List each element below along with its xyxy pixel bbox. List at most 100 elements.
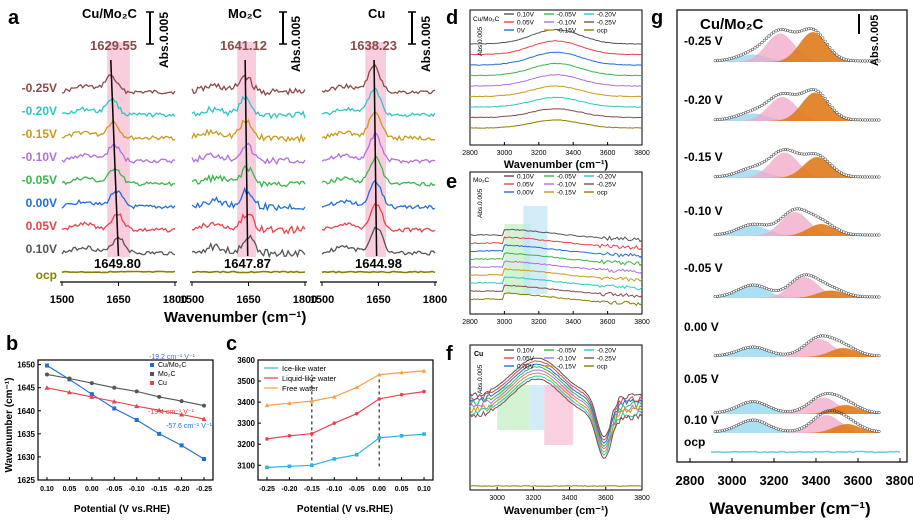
panel-b-point (89, 392, 94, 397)
panel-g-data-point (788, 282, 792, 286)
panel-g-data-point (868, 295, 872, 299)
panel-g-data-point (856, 404, 860, 408)
panel-g-data-point (825, 221, 830, 225)
panel-g-tick-label: 3800 (886, 473, 913, 488)
panel-g-data-point (795, 349, 799, 353)
panel-g-data-point (840, 114, 844, 118)
panel-b-frame (37, 359, 214, 481)
panel-a-spectrum--0.20V (321, 87, 436, 118)
panel-g-data-point (760, 103, 764, 107)
panel-c-point (399, 392, 404, 397)
panel-c: c -0.25 -0.20 -0.15 -0.10 -0.05 0.00 0.05 0.10 3… (226, 333, 434, 515)
panel-g-data-point (758, 42, 762, 46)
panel-g-data-point (809, 88, 813, 92)
panel-g-data-point (786, 429, 790, 433)
panel-e-legend-label: 0.05V (517, 182, 535, 189)
panel-b-legend-marker (150, 381, 154, 385)
panel-b-xtick-label: -0.25 (196, 486, 212, 493)
panel-g-data-point (769, 97, 773, 101)
panel-f-legend-label: -0.15V (557, 364, 577, 371)
panel-b-point (134, 403, 140, 409)
panel-g-component-ice-like (711, 402, 879, 414)
panel-a-spectrum-ocp (321, 270, 436, 274)
panel-c-legend-label: Liquid-like water (282, 374, 337, 383)
panel-g-data-point (828, 162, 832, 166)
panel-a-spectrum--0.05V (191, 165, 306, 189)
panel-g-data-point (830, 224, 834, 228)
panel-g-xlabel: Wavenumber (cm⁻¹) (709, 499, 870, 518)
panel-g-title: Cu/Mo₂C (700, 16, 763, 33)
panel-g-data-point (877, 295, 881, 299)
panel-g-data-point (811, 27, 816, 31)
panel-b-ytick-label: 1635 (17, 430, 35, 439)
panel-g-data-point (856, 118, 860, 122)
panel-g-data-point (851, 402, 855, 406)
panel-g-data-point (856, 233, 860, 237)
panel-c-point (354, 385, 360, 390)
panel-a-peak-trace (373, 59, 378, 257)
panel-g-data-point (753, 222, 757, 226)
panel-f-spectrum (469, 372, 643, 453)
panel-g-data-point (816, 414, 820, 418)
panel-e-tick-label: 3800 (634, 319, 650, 326)
panel-a-spectrum-ocp (61, 270, 176, 274)
panel-c-point (287, 464, 292, 469)
panel-g-data-point (823, 281, 827, 285)
panel-g-data-point (793, 30, 797, 34)
panel-g-data-point (870, 59, 874, 63)
panel-b-line-0 (46, 365, 205, 460)
panel-g-tick-label: 3200 (760, 473, 789, 488)
panel-e-legend-label: -0.10V (557, 182, 577, 189)
panel-g-data-point (825, 391, 830, 396)
panel-b-xtick-label: -0.10 (129, 486, 145, 493)
panel-g-data-point (858, 175, 862, 179)
panel-g-data-point (861, 118, 865, 122)
panel-g-potential-label: 0.00 V (684, 320, 719, 334)
panel-g-component-ice-like (711, 348, 879, 357)
panel-f-tick-label: 3400 (562, 495, 578, 502)
panel-g-data-point (851, 59, 855, 63)
panel-a-tick-label: 1800 (423, 294, 447, 306)
panel-g-data-point (828, 409, 832, 413)
panel-e-band (523, 206, 548, 294)
panel-f-xlabel: Wavenumber (cm⁻¹) (504, 505, 609, 517)
panel-g-data-point (783, 409, 787, 414)
panel-g-data-point (765, 158, 769, 162)
panel-a-bottom-peak-2: 1647.87 (224, 256, 271, 271)
panel-b-point (201, 416, 207, 421)
panel-b-fit-label-s1: -19.2 cm⁻¹ V⁻¹ (149, 354, 196, 361)
panel-label-e: e (446, 171, 457, 193)
panel-g-data-point (858, 118, 862, 122)
panel-g-potential-label: -0.20 V (684, 93, 723, 107)
panel-c-legend-label: Free water (282, 384, 318, 393)
panel-c-point (287, 433, 292, 438)
panel-b-point (157, 431, 162, 436)
panel-e-legend-label: -0.25V (597, 182, 617, 189)
panel-g-data-point (875, 233, 879, 237)
panel-c-point (422, 432, 426, 436)
panel-f-band (544, 385, 574, 445)
panel-b-xtick-label: 0.00 (85, 486, 99, 493)
panel-g-data-point (814, 396, 818, 400)
panel-g-data-point (877, 59, 881, 63)
panel-g-data-point (840, 340, 844, 344)
panel-g-data-point (828, 46, 832, 50)
panel-g-data-point (877, 429, 881, 434)
panel-e: e Mo₂C Abs.0.005 0.10V0.05V0.00V-0.05V-0… (446, 171, 650, 326)
panel-f-legend-label: 0.05V (517, 356, 535, 363)
panel-e-legend-label: ocp (597, 190, 608, 197)
panel-a-bottom-peak-3: 1644.98 (355, 256, 402, 271)
panel-g-data-point (811, 337, 816, 341)
panel-g-data-point (800, 406, 804, 410)
panel-g-data-point (765, 100, 769, 104)
panel-b-point (157, 394, 162, 399)
panel-g-data-point (800, 152, 804, 156)
panel-g-data-point (772, 288, 776, 293)
panel-g-data-point (856, 175, 860, 179)
panel-g-data-point (832, 51, 837, 55)
panel-g-data-point (835, 111, 839, 115)
panel-g-data-point (844, 398, 848, 402)
panel-g-data-point (807, 422, 811, 426)
panel-a-spectrum-0.05V (61, 213, 175, 233)
panel-g-data-point (830, 164, 834, 168)
